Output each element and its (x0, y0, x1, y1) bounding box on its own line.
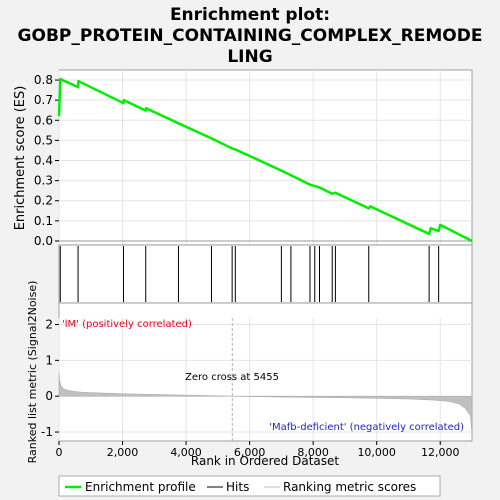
es-y-tick-label-8: 0.8 (34, 73, 53, 87)
enrichment-profile-line (57, 77, 473, 243)
metric-x-tick-label-0: 0 (56, 446, 63, 459)
metric-y-tick-label-0: -1 (41, 425, 53, 439)
metric-panel: 'lM' (positively correlated) Zero cross … (26, 281, 473, 468)
positive-label: 'lM' (positively correlated) (62, 319, 192, 330)
hit-markers (59, 246, 440, 302)
es-y-axis: 0.0 0.1 0.2 0.3 0.4 0.5 0.6 0.7 0.8 (34, 73, 59, 248)
metric-x-axis: 0 2,000 4,000 6,000 8,000 10,000 12,000 (56, 441, 460, 459)
es-y-tick-label-2: 0.2 (34, 194, 53, 208)
legend-box (58, 475, 441, 497)
metric-x-tick-label-1: 2,000 (107, 446, 139, 459)
metric-x-tick-label-6: 12,000 (421, 446, 460, 459)
ranking-metric-area (58, 372, 473, 436)
metric-x-tick-label-2: 4,000 (170, 446, 202, 459)
title-line-2: GOBP_PROTEIN_CONTAINING_COMPLEX_REMODE (18, 26, 483, 46)
metric-y-axis: -1 0 1 2 (41, 318, 59, 439)
enrichment-panel: 0.0 0.1 0.2 0.3 0.4 0.5 0.6 0.7 0.8 Enrichment s… (13, 69, 473, 248)
es-y-tick-label-5: 0.5 (34, 133, 53, 147)
es-plot-area (58, 69, 473, 246)
hits-panel (58, 244, 473, 304)
hits-area (58, 244, 473, 304)
metric-plot-area (58, 302, 473, 442)
metric-x-axis-label: Rank in Ordered Dataset (191, 454, 339, 468)
title-line-3: LING (227, 47, 272, 67)
es-y-axis-label: Enrichment score (ES) (13, 86, 28, 231)
metric-x-tick-label-5: 10,000 (357, 446, 396, 459)
legend: Enrichment profile Hits Ranking metric s… (58, 475, 441, 497)
metric-y-tick-label-3: 2 (45, 318, 53, 332)
es-y-tick-label-6: 0.6 (34, 113, 53, 127)
metric-x-tick-label-4: 8,000 (297, 446, 329, 459)
legend-hits-label: Hits (226, 480, 249, 494)
legend-enrichment-label: Enrichment profile (85, 480, 196, 494)
es-y-tick-label-4: 0.4 (34, 154, 53, 168)
es-grid (58, 70, 472, 245)
metric-y-axis-label: Ranked list metric (Signal2Noise) (26, 281, 39, 464)
negative-label: 'Mafb-deficient' (negatively correlated) (269, 422, 464, 433)
es-y-tick-label-1: 0.1 (34, 214, 53, 228)
es-y-tick-label-3: 0.3 (34, 174, 53, 188)
es-y-tick-label-7: 0.7 (34, 93, 53, 107)
metric-y-tick-label-2: 1 (45, 353, 53, 367)
legend-metric-label: Ranking metric scores (283, 480, 416, 494)
title-line-1: Enrichment plot: (170, 5, 330, 25)
metric-x-tick-label-3: 6,000 (234, 446, 266, 459)
zero-cross-annotation: Zero cross at 5455 (185, 372, 279, 383)
es-y-tick-label-0: 0.0 (34, 234, 53, 248)
metric-y-tick-label-1: 0 (45, 389, 53, 403)
